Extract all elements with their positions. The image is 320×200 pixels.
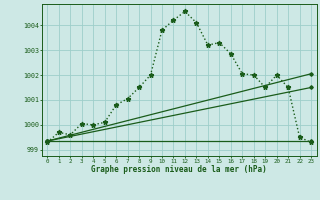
X-axis label: Graphe pression niveau de la mer (hPa): Graphe pression niveau de la mer (hPa) <box>91 165 267 174</box>
